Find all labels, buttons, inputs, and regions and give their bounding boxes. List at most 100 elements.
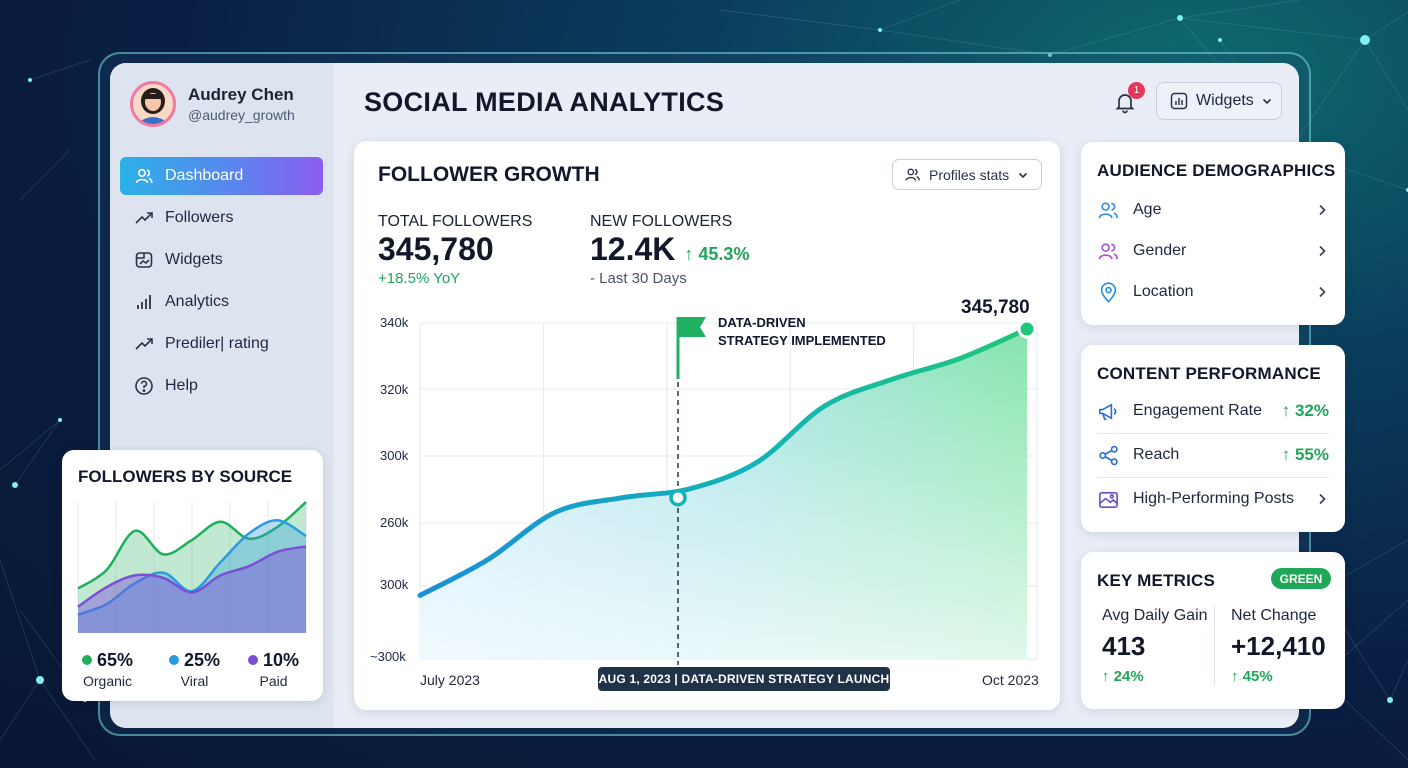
page-title: SOCIAL MEDIA ANALYTICS bbox=[364, 87, 725, 117]
trend-icon bbox=[135, 212, 153, 224]
chevron-right-icon bbox=[1319, 204, 1326, 216]
followers-by-source-card: FOLLOWERS BY SOURCE 65% Organic 25% Vira… bbox=[62, 450, 323, 701]
source-grid bbox=[77, 502, 307, 633]
annotation-line: STRATEGY IMPLEMENTED bbox=[718, 333, 886, 348]
strategy-annotation: DATA-DRIVEN STRATEGY IMPLEMENTED bbox=[718, 314, 886, 350]
legend-name: Organic bbox=[83, 673, 133, 689]
y-tick: 300k bbox=[380, 448, 409, 463]
y-tick: 300k bbox=[380, 577, 409, 592]
total-followers-change: +18.5% YoY bbox=[378, 270, 461, 287]
source-title: FOLLOWERS BY SOURCE bbox=[78, 467, 293, 486]
megaphone-icon bbox=[1099, 402, 1117, 420]
bell-icon[interactable] bbox=[1113, 90, 1137, 114]
demographics-label: Gender bbox=[1133, 242, 1187, 259]
source-area-paid bbox=[78, 546, 306, 633]
status-badge: GREEN bbox=[1271, 568, 1331, 589]
content-item-reach[interactable]: Reach ↑ 55% bbox=[1097, 435, 1329, 475]
widgets-label: Widgets bbox=[1196, 92, 1254, 109]
total-followers-label: TOTAL FOLLOWERS bbox=[378, 213, 533, 230]
source-line-viral bbox=[77, 519, 307, 616]
avg-change-wrap: ↑ 24% bbox=[1102, 668, 1144, 685]
source-area-viral bbox=[78, 520, 306, 633]
content-item-engagement[interactable]: Engagement Rate ↑ 32% bbox=[1097, 391, 1329, 431]
growth-area-fade bbox=[420, 329, 1027, 659]
x-tick: Oct 2023 bbox=[982, 672, 1039, 688]
arrow-up-icon: ↑ bbox=[684, 244, 694, 264]
new-followers-period: - Last 30 Days bbox=[590, 270, 687, 287]
divider bbox=[1214, 606, 1215, 686]
source-chart bbox=[77, 501, 307, 633]
avg-daily-gain: Avg Daily Gain 413 ↑ 24% bbox=[1102, 607, 1208, 685]
sidebar-item-widgets[interactable]: Widgets bbox=[120, 241, 323, 279]
legend-dot bbox=[169, 655, 179, 665]
source-area-organic bbox=[78, 502, 306, 633]
content-value: ↑ 55% bbox=[1281, 445, 1329, 464]
users-icon bbox=[905, 168, 920, 181]
legend-pct: 25% bbox=[184, 650, 221, 670]
legend-dot bbox=[82, 655, 92, 665]
chevron-down-icon bbox=[1262, 98, 1271, 105]
avg-change: 24% bbox=[1113, 668, 1144, 685]
demographics-item-gender[interactable]: Gender bbox=[1097, 231, 1329, 271]
y-tick: 320k bbox=[380, 382, 409, 397]
end-value-label: 345,780 bbox=[961, 297, 1030, 318]
launch-date-label: AUG 1, 2023 | DATA-DRIVEN STRATEGY LAUNC… bbox=[598, 667, 890, 691]
sidebar-item-analytics[interactable]: Analytics bbox=[120, 283, 323, 321]
sidebar-item-rating[interactable]: Prediler| rating bbox=[120, 325, 323, 363]
annotation-line: DATA-DRIVEN bbox=[718, 315, 806, 330]
user-handle: @audrey_growth bbox=[188, 107, 295, 123]
bar-chart-icon bbox=[137, 295, 151, 309]
sidebar-item-help[interactable]: Help bbox=[120, 367, 323, 405]
demographics-item-age[interactable]: Age bbox=[1097, 190, 1329, 230]
content-value: ↑ 32% bbox=[1281, 401, 1329, 420]
engagement-value: 32% bbox=[1294, 401, 1329, 420]
total-followers-value: 345,780 bbox=[378, 231, 494, 267]
sidebar-item-followers[interactable]: Followers bbox=[120, 199, 323, 237]
content-item-posts[interactable]: High-Performing Posts bbox=[1097, 479, 1329, 519]
sidebar-item-dashboard[interactable]: Dashboard bbox=[120, 157, 323, 195]
legend-organic: 65% Organic bbox=[82, 650, 133, 689]
bar-chart-icon bbox=[1170, 92, 1188, 110]
content-label: High-Performing Posts bbox=[1133, 490, 1294, 507]
legend-paid: 10% Paid bbox=[248, 650, 299, 689]
trend-icon bbox=[135, 338, 153, 350]
sidebar-item-label: Help bbox=[165, 377, 198, 394]
new-followers-label: NEW FOLLOWERS bbox=[590, 213, 733, 230]
demographics-item-location[interactable]: Location bbox=[1097, 272, 1329, 312]
launch-point bbox=[669, 488, 687, 507]
growth-line bbox=[417, 326, 1030, 598]
net-label: Net Change bbox=[1231, 607, 1317, 624]
user-profile[interactable]: Audrey Chen @audrey_growth bbox=[130, 81, 295, 127]
follower-growth-card: FOLLOWER GROWTH Profiles stats TOTAL FOL… bbox=[354, 141, 1060, 710]
users-icon bbox=[135, 168, 153, 184]
divider bbox=[1097, 433, 1329, 434]
chevron-right-icon bbox=[1319, 286, 1326, 298]
avatar-illustration bbox=[137, 88, 169, 124]
profiles-stats-dropdown[interactable]: Profiles stats bbox=[892, 159, 1042, 190]
demographics-label: Age bbox=[1133, 201, 1162, 218]
key-metrics-title: KEY METRICS bbox=[1097, 571, 1216, 590]
total-followers-stat: TOTAL FOLLOWERS 345,780 +18.5% YoY bbox=[378, 213, 532, 287]
reach-value: 55% bbox=[1294, 445, 1329, 464]
content-performance-card: CONTENT PERFORMANCE Engagement Rate ↑ 32… bbox=[1081, 345, 1345, 532]
user-name: Audrey Chen bbox=[188, 85, 294, 104]
net-change-wrap: ↑ 45% bbox=[1231, 668, 1273, 685]
demographics-label: Location bbox=[1133, 283, 1194, 300]
app-window: Audrey Chen @audrey_growth Dashboard Fol… bbox=[110, 63, 1299, 728]
legend-name: Viral bbox=[180, 673, 209, 689]
flag-icon bbox=[676, 317, 706, 379]
new-followers-value: 12.4K bbox=[590, 231, 676, 267]
net-change-value: 45% bbox=[1242, 668, 1273, 685]
content-title: CONTENT PERFORMANCE bbox=[1097, 364, 1321, 383]
legend-name: Paid bbox=[259, 673, 288, 689]
widgets-dropdown[interactable]: Widgets bbox=[1156, 82, 1282, 120]
avatar bbox=[130, 81, 176, 127]
location-pin-icon bbox=[1100, 281, 1117, 303]
follower-growth-title: FOLLOWER GROWTH bbox=[378, 163, 600, 186]
net-value: +12,410 bbox=[1231, 631, 1326, 661]
new-followers-change: 45.3% bbox=[698, 244, 750, 264]
content-label: Reach bbox=[1133, 446, 1180, 463]
legend-dot bbox=[248, 655, 258, 665]
sidebar-item-label: Analytics bbox=[165, 293, 230, 310]
legend-pct: 65% bbox=[97, 650, 134, 670]
